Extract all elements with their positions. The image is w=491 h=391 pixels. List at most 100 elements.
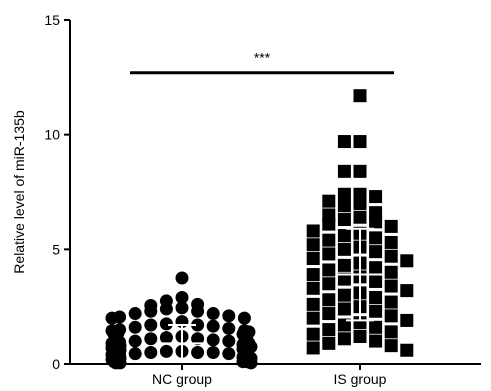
- is-group-point: [384, 309, 398, 323]
- is-group-point: [306, 224, 320, 238]
- nc-group-point: [128, 307, 142, 321]
- is-group-point: [353, 210, 367, 224]
- is-group-point: [337, 332, 351, 346]
- nc-group-point: [128, 334, 142, 348]
- nc-group-point: [175, 290, 189, 304]
- is-group-point: [337, 164, 351, 178]
- is-group-point: [306, 341, 320, 355]
- y-axis-label: Relative level of miR-135b: [11, 110, 27, 274]
- nc-group-point: [144, 318, 158, 332]
- is-group-point: [306, 238, 320, 252]
- is-group-point: [369, 190, 383, 204]
- is-group-point: [322, 247, 336, 261]
- is-group-point: [322, 336, 336, 350]
- is-group-point: [322, 217, 336, 231]
- nc-group-point: [128, 347, 142, 361]
- nc-group-point: [222, 347, 236, 361]
- significance-label: ***: [254, 50, 271, 66]
- nc-group-point: [206, 333, 220, 347]
- is-group-point: [369, 320, 383, 334]
- nc-group-point: [159, 344, 173, 358]
- nc-group-point: [144, 304, 158, 318]
- is-group-point: [369, 261, 383, 275]
- is-group-point: [369, 304, 383, 318]
- is-group-point: [306, 252, 320, 266]
- nc-group-point: [144, 346, 158, 360]
- x-tick-label: NC group: [152, 371, 212, 387]
- is-group-point: [369, 274, 383, 288]
- axes: 0 5 10 15 NC group IS group: [44, 12, 481, 387]
- nc-group-point: [159, 317, 173, 331]
- y-tick-label: 5: [52, 241, 60, 257]
- nc-group-point: [244, 356, 258, 370]
- is-group-point: [337, 318, 351, 332]
- error-bars: [158, 227, 384, 363]
- is-group-point: [369, 334, 383, 348]
- is-group-point: [306, 297, 320, 311]
- nc-group-point: [222, 321, 236, 335]
- is-group-point: [337, 242, 351, 256]
- is-group-point: [337, 187, 351, 201]
- is-group-point: [400, 313, 414, 327]
- is-group-point: [322, 293, 336, 307]
- is-group-point: [369, 290, 383, 304]
- nc-group-point: [222, 334, 236, 348]
- is-group-point: [353, 164, 367, 178]
- is-group-point: [353, 135, 367, 149]
- is-group-point: [353, 89, 367, 103]
- is-group-point: [400, 284, 414, 298]
- is-group-point: [306, 311, 320, 325]
- nc-group-point: [206, 307, 220, 321]
- is-group-point: [337, 302, 351, 316]
- is-group-point: [337, 288, 351, 302]
- nc-group-point: [237, 311, 251, 325]
- is-group-point: [322, 233, 336, 247]
- nc-group-point: [206, 319, 220, 333]
- nc-group-point: [109, 356, 123, 370]
- is-group-point: [322, 307, 336, 321]
- is-group-point: [384, 295, 398, 309]
- x-tick-label: IS group: [334, 371, 387, 387]
- nc-group-point: [159, 302, 173, 316]
- is-group-point: [384, 265, 398, 279]
- nc-group-point: [159, 331, 173, 345]
- is-group-point: [337, 135, 351, 149]
- is-group-point: [400, 343, 414, 357]
- annotations: ***: [130, 50, 394, 75]
- is-group-point: [400, 254, 414, 268]
- is-group-point: [306, 281, 320, 295]
- is-group-point: [322, 323, 336, 337]
- is-group-point: [337, 229, 351, 243]
- y-tick-label: 0: [52, 356, 60, 372]
- nc-group-point: [175, 271, 189, 285]
- is-group-point: [384, 279, 398, 293]
- y-tick-label: 10: [44, 127, 60, 143]
- nc-group-point: [222, 309, 236, 323]
- nc-group-point: [191, 332, 205, 346]
- is-group-point: [306, 268, 320, 282]
- is-group-point: [384, 339, 398, 353]
- is-group-point: [369, 245, 383, 259]
- is-group-point: [306, 327, 320, 341]
- is-group-point: [353, 329, 367, 343]
- is-group-point: [337, 258, 351, 272]
- is-group-point: [322, 277, 336, 291]
- is-group-point: [384, 219, 398, 233]
- y-tick-label: 15: [44, 12, 60, 28]
- is-group-point: [337, 199, 351, 213]
- is-group-point: [353, 196, 367, 210]
- is-group-point: [384, 249, 398, 263]
- is-group-point: [337, 213, 351, 227]
- nc-group-point: [105, 311, 119, 325]
- is-group-point: [384, 235, 398, 249]
- nc-group-point: [191, 318, 205, 332]
- is-group-point: [337, 272, 351, 286]
- is-group-point: [369, 215, 383, 229]
- nc-group-point: [128, 320, 142, 334]
- nc-group-point: [175, 301, 189, 315]
- is-group-point: [384, 325, 398, 339]
- is-group-point: [322, 263, 336, 277]
- is-group-point: [369, 231, 383, 245]
- nc-group-point: [144, 332, 158, 346]
